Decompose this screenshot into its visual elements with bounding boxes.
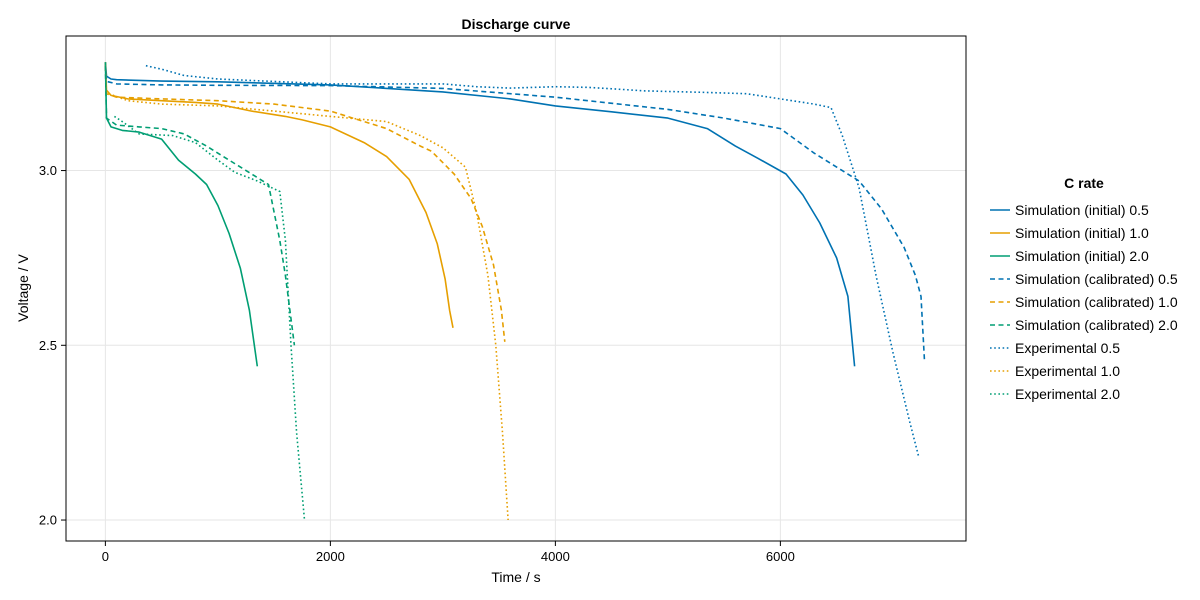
y-tick-label: 2.5 [39,338,57,353]
x-axis-label: Time / s [491,569,540,585]
ticks: 0 2000 4000 6000 2.0 2.5 3.0 [39,163,795,564]
x-tick-label: 0 [102,549,109,564]
legend-label: Experimental 1.0 [1015,363,1120,379]
series-line [104,62,856,367]
series-layer [104,62,926,521]
x-tick-label: 2000 [316,549,345,564]
series-line [104,62,259,367]
series-line [113,115,306,521]
chart-title: Discharge curve [462,16,571,32]
legend-label: Simulation (calibrated) 1.0 [1015,294,1178,310]
legend-label: Experimental 2.0 [1015,386,1120,402]
legend-label: Simulation (initial) 0.5 [1015,202,1149,218]
legend-entries: Simulation (initial) 0.5 Simulation (init… [990,202,1178,402]
legend-label: Simulation (calibrated) 2.0 [1015,317,1178,333]
y-tick-label: 3.0 [39,163,57,178]
grid [66,36,966,541]
legend-label: Simulation (calibrated) 0.5 [1015,271,1178,287]
legend-label: Simulation (initial) 2.0 [1015,248,1149,264]
legend-label: Simulation (initial) 1.0 [1015,225,1149,241]
plot-frame [65,35,967,542]
y-axis-label: Voltage / V [15,253,31,321]
y-tick-label: 2.0 [39,513,57,528]
legend-label: Experimental 0.5 [1015,340,1120,356]
series-line [108,92,509,521]
legend: C rate Simulation (initial) 0.5Simulatio… [990,175,1178,402]
x-tick-label: 4000 [541,549,570,564]
series-line [104,65,506,342]
series-line [104,65,926,360]
legend-title: C rate [1064,175,1104,191]
series-line [104,62,454,328]
x-tick-label: 6000 [766,549,795,564]
series-line [104,65,296,346]
series-line [145,64,920,458]
